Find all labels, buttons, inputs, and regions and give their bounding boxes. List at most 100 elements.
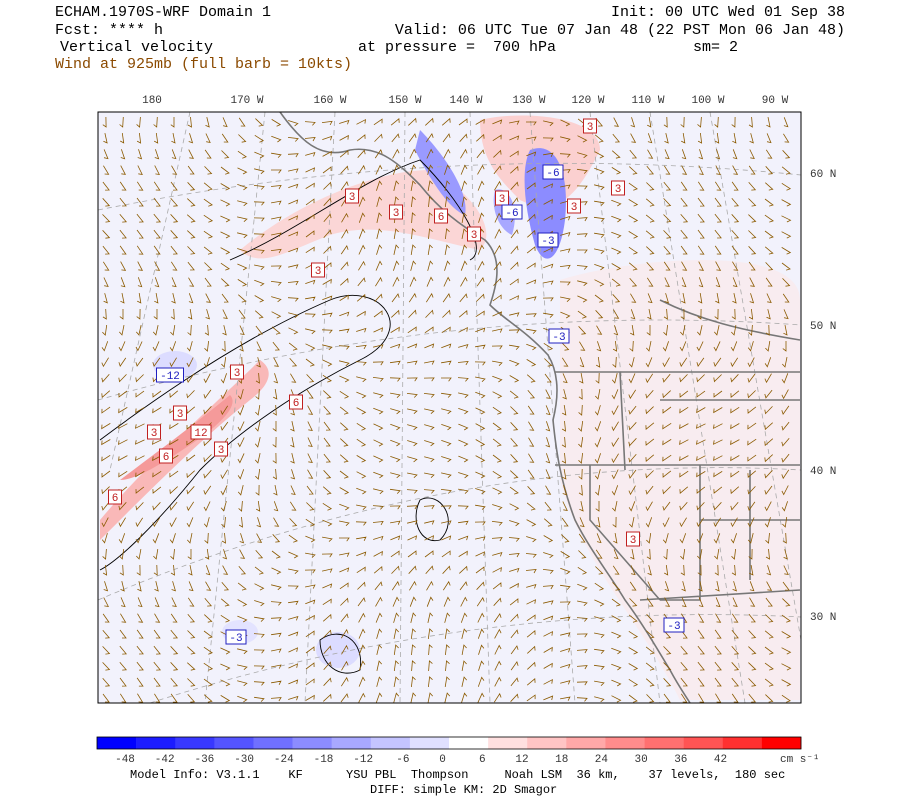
contour-label: 3	[177, 409, 184, 421]
colorbar-swatch	[683, 737, 724, 749]
contour-label: 3	[587, 122, 594, 134]
colorbar-swatch	[97, 737, 137, 749]
contour-label-box	[389, 204, 403, 220]
map: 180 170 W 160 W 150 W 140 W 130 W 120 W 110 W 10…	[97, 95, 836, 704]
colorbar-swatch	[370, 737, 411, 749]
title: ECHAM.1970S-WRF Domain 1	[55, 4, 271, 21]
contour-label-box	[159, 448, 173, 464]
contour-label: 6	[163, 452, 170, 464]
colorbar-label: -30	[234, 754, 254, 766]
wind-barbs	[101, 116, 792, 703]
contour-label: -3	[667, 621, 680, 633]
colorbar-label: 6	[479, 754, 486, 766]
colorbar-frame	[96, 736, 802, 750]
contour-label-box	[467, 226, 481, 242]
contour-label: 3	[315, 266, 322, 278]
contour-label-box	[548, 328, 570, 344]
colorbar-swatch	[722, 737, 763, 749]
contour-label: 3	[615, 184, 622, 196]
contour-label-box	[583, 118, 597, 134]
colorbar-label: 0	[439, 754, 446, 766]
contour-label: 3	[151, 428, 158, 440]
contour-label: 6	[293, 398, 300, 410]
contour-label: -3	[552, 332, 565, 344]
contour-label: -6	[546, 168, 559, 180]
smoothing: sm= 2	[693, 39, 738, 56]
contour-label-box	[230, 364, 244, 380]
contour-label-box	[311, 262, 325, 278]
contour-label: 3	[393, 208, 400, 220]
colorbar-label: 18	[555, 754, 568, 766]
contour-label-box	[345, 188, 359, 204]
longitude-label: 160 W	[313, 95, 346, 107]
colorbar: -48 -42 -36 -30 -24 -18 -12 -6 0 6 12 18 24 30 36 42 cm …	[96, 736, 820, 766]
forecast: Fcst: **** h	[55, 22, 163, 39]
colorbar-label: 36	[674, 754, 687, 766]
longitude-label: 170 W	[230, 95, 263, 107]
graticule	[97, 111, 802, 704]
colorbar-swatch	[175, 737, 215, 749]
colorbar-swatch	[449, 737, 489, 749]
colorbar-swatch	[527, 737, 567, 749]
colorbar-swatch	[566, 737, 606, 749]
contour-label: -3	[541, 236, 554, 248]
colorbar-swatch	[253, 737, 293, 749]
contour-label: 6	[112, 493, 119, 505]
colorbar-swatch	[761, 737, 802, 749]
colorbar-swatch	[214, 737, 254, 749]
colorbar-swatch	[136, 737, 176, 749]
colorbar-label: 12	[515, 754, 528, 766]
longitude-label: 140 W	[449, 95, 482, 107]
contour-label: 6	[438, 212, 445, 224]
latitude-label: 40 N	[810, 466, 836, 478]
contour-label: 3	[630, 535, 637, 547]
colorbar-label: -42	[155, 754, 175, 766]
colorbar-swatch	[331, 737, 372, 749]
colorbar-swatch	[292, 737, 332, 749]
contour-label: 3	[349, 192, 356, 204]
colorbar-swatch	[488, 737, 528, 749]
colorbar-swatch	[644, 737, 684, 749]
colorbar-label: -12	[353, 754, 373, 766]
longitude-label: 180	[142, 95, 162, 107]
colorbar-label: -36	[194, 754, 214, 766]
shading	[100, 115, 800, 700]
contour-label-box	[663, 617, 685, 633]
contour-label: 3	[218, 445, 225, 457]
contour-label: 3	[471, 230, 478, 242]
contour-label: 3	[234, 368, 241, 380]
contour-label-box	[108, 489, 122, 505]
contour-label-box	[567, 198, 581, 214]
contour-label-box	[214, 441, 228, 457]
colorbar-swatch	[605, 737, 645, 749]
longitude-label: 90 W	[762, 95, 789, 107]
latitude-labels: 60 N 50 N 40 N 30 N	[810, 169, 836, 624]
colorbar-label: -48	[115, 754, 135, 766]
colorbar-swatch	[409, 737, 450, 749]
longitude-labels: 180 170 W 160 W 150 W 140 W 130 W 120 W 110 W 10…	[142, 95, 789, 107]
contour-label: -6	[505, 208, 518, 220]
latitude-label: 50 N	[810, 321, 836, 333]
map-frame	[97, 111, 802, 704]
longitude-label: 120 W	[571, 95, 604, 107]
model-info: Model Info: V3.1.1 KF YSU PBL Thompson N…	[130, 768, 785, 782]
contour-label: 3	[571, 202, 578, 214]
diff-info: DIFF: simple KM: 2D Smagor	[370, 783, 557, 797]
colorbar-label: -6	[396, 754, 409, 766]
contour-label-box	[147, 424, 161, 440]
colorbar-label: 24	[595, 754, 609, 766]
latitude-label: 60 N	[810, 169, 836, 181]
latitude-label: 30 N	[810, 612, 836, 624]
contour-label-box	[173, 405, 187, 421]
contour-label: 3	[499, 194, 506, 206]
contour-label-box	[225, 629, 247, 645]
contour-label: 12	[194, 428, 207, 440]
contour-label-box	[434, 208, 448, 224]
contour-label-box	[190, 424, 212, 440]
field: Vertical velocity	[60, 39, 213, 56]
init: Init: 00 UTC Wed 01 Sep 38	[611, 4, 845, 21]
longitude-label: 110 W	[631, 95, 664, 107]
contour-label-box	[542, 164, 564, 180]
